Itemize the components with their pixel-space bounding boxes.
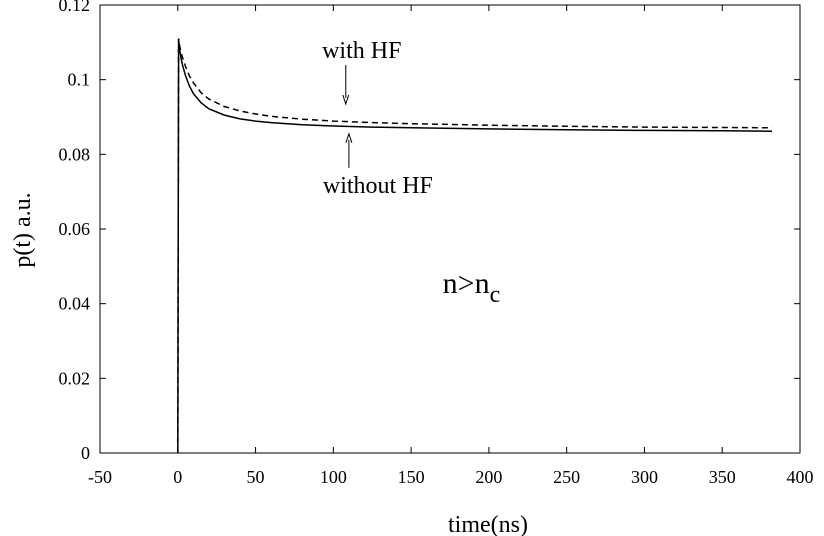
y-axis-title: p(t) a.u.	[10, 192, 36, 267]
annotation-n-greater-nc: n>nc	[443, 267, 501, 308]
arrow-without-hf-head	[345, 132, 353, 143]
y-tick-label: 0.1	[68, 70, 91, 90]
x-tick-label: 150	[398, 467, 425, 487]
x-tick-label: 50	[247, 467, 265, 487]
x-tick-label: 300	[631, 467, 658, 487]
annotation-subscript: c	[490, 282, 501, 308]
y-tick-label: 0.06	[59, 219, 91, 239]
annotation-without-hf: without HF	[323, 173, 433, 199]
y-tick-label: 0.04	[59, 294, 91, 314]
x-tick-label: 100	[320, 467, 347, 487]
x-tick-label: 0	[173, 467, 182, 487]
plot-frame	[99, 4, 801, 454]
y-tick-label: 0.08	[59, 144, 91, 164]
annotation-with-hf: with HF	[322, 38, 401, 64]
y-tick-label: 0.02	[59, 368, 91, 388]
x-tick-label: -50	[88, 467, 112, 487]
x-tick-label: 200	[475, 467, 502, 487]
arrow-with-hf-head	[342, 94, 350, 106]
series-line-with-hf	[177, 38, 773, 454]
x-tick-label: 400	[787, 467, 814, 487]
y-tick-label: 0	[81, 443, 90, 463]
x-tick-label: 350	[709, 467, 736, 487]
series-line-without-hf	[177, 38, 773, 454]
x-axis-title: time(ns)	[448, 512, 528, 536]
x-tick-label: 250	[553, 467, 580, 487]
y-tick-label: 0.12	[59, 0, 91, 15]
